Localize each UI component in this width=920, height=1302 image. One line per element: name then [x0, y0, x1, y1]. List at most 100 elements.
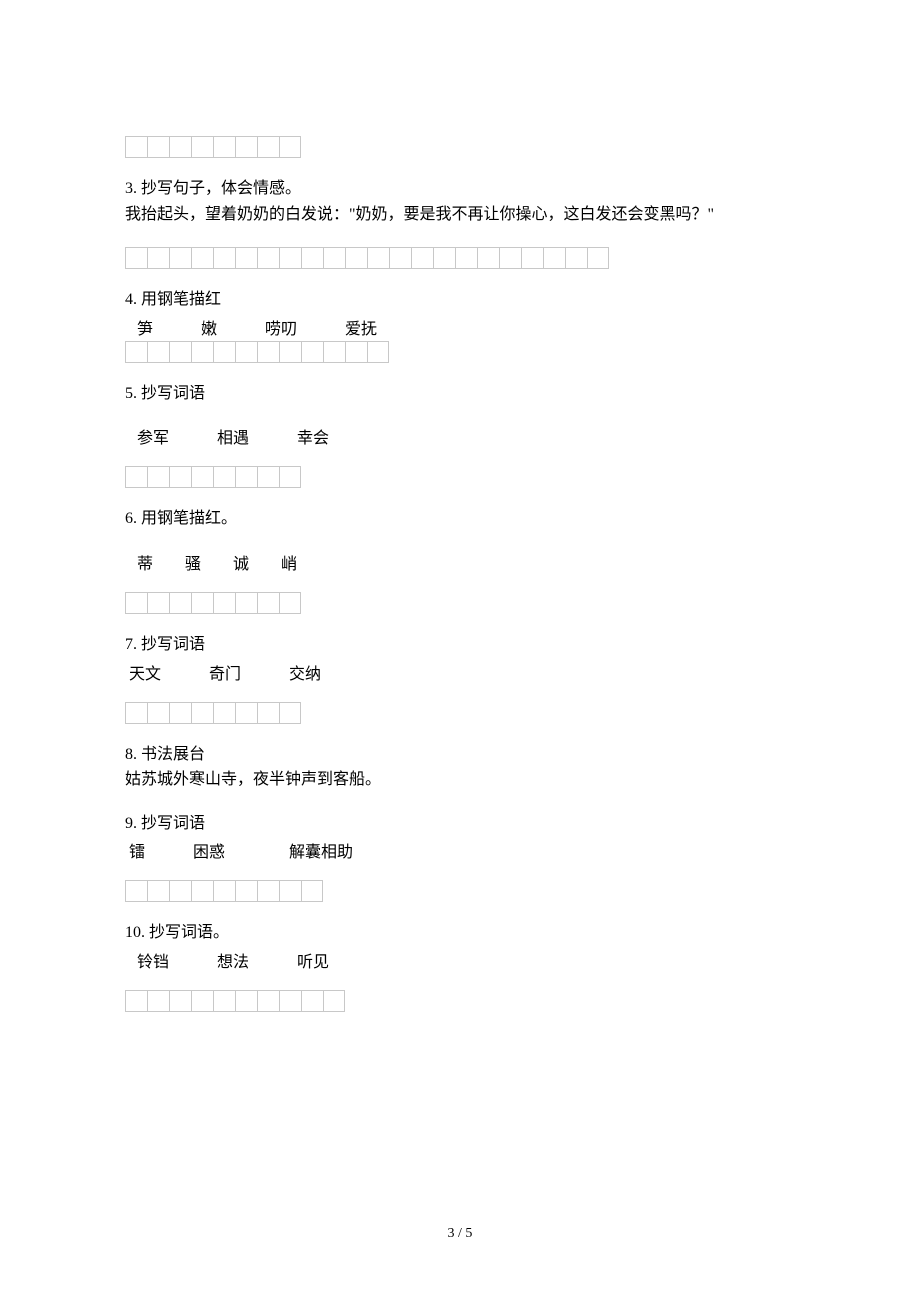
grid-cell	[191, 136, 213, 158]
word-list: 镭困惑解囊相助	[129, 838, 795, 862]
grid-cell	[301, 247, 323, 269]
answer-grid	[125, 990, 795, 1012]
grid-cell	[235, 880, 257, 902]
grid-cell	[147, 466, 169, 488]
grid-cell	[345, 247, 367, 269]
grid-cell	[323, 990, 345, 1012]
grid-cell	[301, 990, 323, 1012]
grid-cell	[213, 880, 235, 902]
question-8: 8. 书法展台 姑苏城外寒山寺，夜半钟声到客船。	[125, 742, 795, 793]
grid-cell	[125, 247, 147, 269]
grid-cell	[191, 702, 213, 724]
question-3: 3. 抄写句子，体会情感。 我抬起头，望着奶奶的白发说："奶奶，要是我不再让你操…	[125, 176, 795, 269]
question-9: 9. 抄写词语 镭困惑解囊相助	[125, 811, 795, 903]
word-item: 参军	[137, 424, 169, 448]
grid-cell	[235, 136, 257, 158]
word-item: 困惑	[193, 838, 225, 862]
grid-cell	[565, 247, 587, 269]
grid-cell	[191, 341, 213, 363]
grid-cell	[543, 247, 565, 269]
grid-cell	[235, 466, 257, 488]
grid-cell	[213, 136, 235, 158]
word-item: 笋	[137, 315, 153, 339]
question-title: 10. 抄写词语。	[125, 920, 795, 946]
grid-cell	[301, 880, 323, 902]
word-item: 骚	[185, 550, 201, 574]
answer-grid	[125, 136, 795, 158]
grid-cell	[147, 880, 169, 902]
word-item: 嫩	[201, 315, 217, 339]
word-list: 参军 相遇 幸会	[137, 424, 795, 448]
word-item: 交纳	[289, 660, 321, 684]
page-number: 3 / 5	[0, 1226, 920, 1242]
grid-cell	[213, 702, 235, 724]
grid-cell	[455, 247, 477, 269]
question-4: 4. 用钢笔描红 笋嫩唠叨爱抚	[125, 287, 795, 363]
grid-cell	[213, 247, 235, 269]
word-item: 唠叨	[265, 315, 297, 339]
grid-cell	[147, 990, 169, 1012]
grid-cell	[301, 341, 323, 363]
question-5: 5. 抄写词语 参军 相遇 幸会	[125, 381, 795, 489]
grid-cell	[147, 341, 169, 363]
grid-cell	[433, 247, 455, 269]
grid-cell	[169, 880, 191, 902]
question-7: 7. 抄写词语 天文奇门交纳	[125, 632, 795, 724]
grid-cell	[389, 247, 411, 269]
grid-cell	[235, 341, 257, 363]
grid-cell	[191, 592, 213, 614]
grid-cell	[191, 466, 213, 488]
question-title: 3. 抄写句子，体会情感。	[125, 176, 795, 202]
grid-cell	[169, 990, 191, 1012]
grid-cell	[345, 341, 367, 363]
grid-cell	[125, 990, 147, 1012]
question-text: 我抬起头，望着奶奶的白发说："奶奶，要是我不再让你操心，这白发还会变黑吗？"	[125, 202, 795, 228]
answer-grid	[125, 592, 795, 614]
grid-cell	[257, 592, 279, 614]
word-list: 笋嫩唠叨爱抚	[137, 315, 795, 339]
grid-cell	[235, 247, 257, 269]
grid-cell	[257, 247, 279, 269]
word-item: 相遇	[217, 424, 249, 448]
answer-grid	[125, 341, 795, 363]
grid-cell	[125, 592, 147, 614]
grid-cell	[125, 341, 147, 363]
answer-grid	[125, 247, 795, 269]
question-title: 6. 用钢笔描红。	[125, 506, 795, 532]
word-item: 幸会	[297, 424, 329, 448]
grid-cell	[125, 880, 147, 902]
grid-cell	[279, 880, 301, 902]
grid-cell	[257, 702, 279, 724]
word-item: 镭	[129, 838, 145, 862]
grid-cell	[169, 702, 191, 724]
word-item: 想法	[217, 948, 249, 972]
word-item: 天文	[129, 660, 161, 684]
grid-cell	[147, 592, 169, 614]
grid-cell	[191, 247, 213, 269]
question-title: 4. 用钢笔描红	[125, 287, 795, 313]
grid-cell	[279, 592, 301, 614]
word-list: 铃铛想法听见	[137, 948, 795, 972]
grid-cell	[257, 341, 279, 363]
grid-cell	[169, 466, 191, 488]
grid-cell	[257, 136, 279, 158]
grid-cell	[323, 247, 345, 269]
grid-cell	[235, 702, 257, 724]
grid-cell	[367, 247, 389, 269]
top-grid-block	[125, 136, 795, 158]
question-title: 5. 抄写词语	[125, 381, 795, 407]
grid-cell	[125, 702, 147, 724]
grid-cell	[169, 592, 191, 614]
answer-grid	[125, 880, 795, 902]
grid-cell	[279, 466, 301, 488]
grid-cell	[521, 247, 543, 269]
question-text: 姑苏城外寒山寺，夜半钟声到客船。	[125, 767, 795, 793]
grid-cell	[235, 592, 257, 614]
grid-cell	[257, 990, 279, 1012]
word-item: 奇门	[209, 660, 241, 684]
grid-cell	[213, 466, 235, 488]
grid-cell	[279, 136, 301, 158]
grid-cell	[213, 592, 235, 614]
answer-grid	[125, 702, 795, 724]
grid-cell	[279, 341, 301, 363]
